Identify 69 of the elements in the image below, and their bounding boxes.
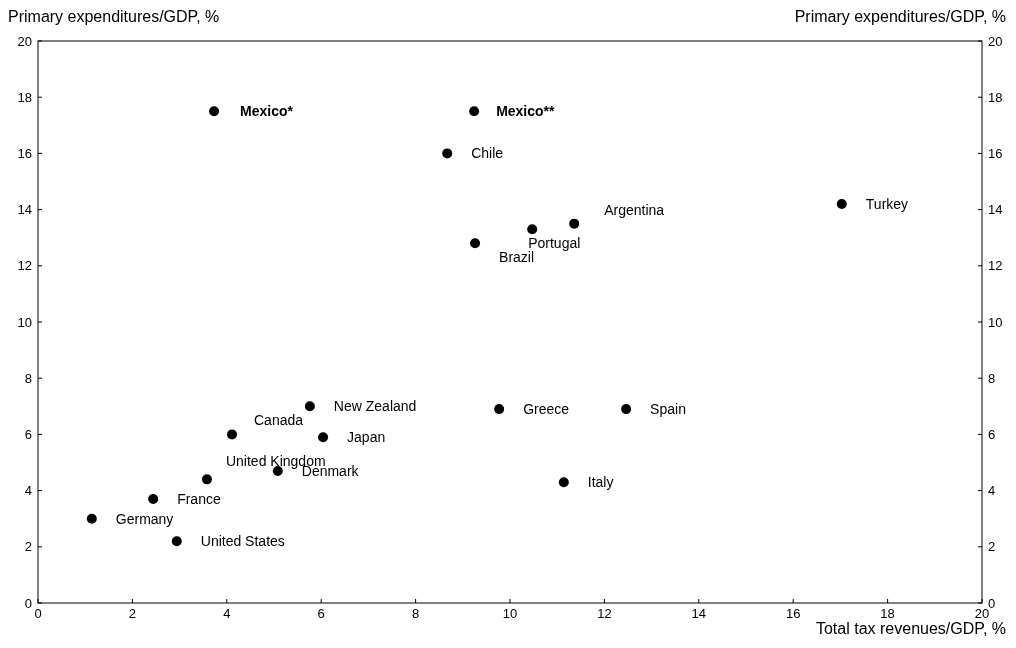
- point: [148, 494, 159, 505]
- x-tick-label: 20: [974, 606, 990, 621]
- y-tick-label: 12: [17, 258, 32, 274]
- point: [621, 404, 632, 415]
- point: [304, 401, 315, 412]
- y-tick-label: 10: [17, 314, 32, 330]
- x-tick-label: 18: [880, 606, 895, 621]
- annotation: Mexico*: [240, 103, 294, 120]
- annotation: United States: [200, 533, 285, 550]
- y-tick-label: 20: [17, 33, 32, 49]
- y-tick-label: 0: [24, 595, 32, 611]
- x-tick-label: 12: [597, 606, 612, 621]
- y-tick-label: 14: [17, 202, 32, 218]
- point: [209, 106, 220, 117]
- y2-tick-label: 4: [988, 483, 996, 499]
- y2-tick-label: 6: [988, 426, 996, 442]
- y-tick-label: 6: [24, 426, 32, 442]
- annotation: Turkey: [865, 195, 909, 212]
- y2-tick-label: 18: [988, 89, 1003, 105]
- x-tick-label: 6: [317, 606, 325, 621]
- annotation: Argentina: [604, 201, 665, 218]
- point: [494, 404, 505, 415]
- annotation: Canada: [253, 412, 304, 429]
- x-tick-label: 0: [34, 606, 42, 621]
- point: [201, 474, 212, 485]
- y2-tick-label: 2: [988, 539, 996, 555]
- y2-tick-label: 10: [988, 314, 1003, 330]
- point: [569, 218, 580, 229]
- point: [171, 536, 182, 547]
- annotation: Italy: [587, 474, 614, 491]
- x-tick-label: 10: [502, 606, 518, 621]
- x-tick-label: 8: [411, 606, 420, 621]
- annotation: Chile: [471, 145, 504, 162]
- point: [318, 432, 329, 443]
- annotation: Brazil: [499, 249, 535, 266]
- annotation: Japan: [347, 429, 386, 446]
- annotation: Spain: [650, 401, 686, 418]
- point: [226, 429, 237, 440]
- annotation: Greece: [523, 401, 570, 418]
- annotation: Portugal: [528, 235, 581, 252]
- annotation: Germany: [115, 510, 174, 527]
- x-tick-label: 16: [785, 606, 801, 621]
- y-tick-label: 8: [24, 370, 32, 386]
- annotation: New Zealand: [333, 398, 417, 415]
- y2-tick-label: 20: [988, 33, 1003, 49]
- y-tick-label: 4: [24, 483, 32, 499]
- point: [469, 106, 480, 117]
- x-tick-label: 2: [128, 606, 137, 621]
- annotation: Mexico**: [496, 103, 556, 120]
- y-tick-label: 2: [24, 539, 32, 555]
- x-tick-label: 14: [691, 606, 707, 621]
- y2-tick-label: 12: [988, 258, 1003, 274]
- point: [86, 513, 97, 524]
- y-tick-label: 18: [17, 89, 32, 105]
- point: [836, 198, 847, 209]
- y2-tick-label: 0: [988, 595, 996, 611]
- annotation: France: [177, 490, 221, 507]
- point: [527, 224, 538, 235]
- x-tick-label: 4: [223, 606, 231, 621]
- point: [442, 148, 453, 159]
- y-tick-label: 16: [17, 145, 32, 161]
- y2-tick-label: 8: [988, 370, 996, 386]
- y2-axis-title: Primary expenditures/GDP, %: [794, 8, 1006, 25]
- y2-tick-label: 14: [988, 202, 1003, 218]
- y2-tick-label: 16: [988, 145, 1003, 161]
- y-axis-title: Primary expenditures/GDP, %: [8, 8, 220, 25]
- x-axis-title: Total tax revenues/GDP, %: [815, 620, 1006, 637]
- point: [470, 238, 481, 249]
- point: [558, 477, 569, 488]
